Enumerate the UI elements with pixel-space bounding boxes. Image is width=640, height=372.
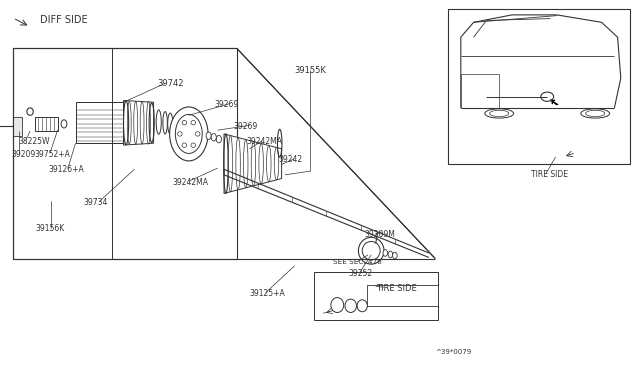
- Ellipse shape: [61, 120, 67, 128]
- Ellipse shape: [259, 144, 264, 184]
- Ellipse shape: [127, 101, 131, 144]
- Ellipse shape: [140, 101, 144, 144]
- Text: 39242MA: 39242MA: [246, 137, 282, 146]
- Polygon shape: [461, 15, 621, 108]
- Ellipse shape: [182, 121, 187, 125]
- Bar: [448, 9, 630, 164]
- Text: TIRE SIDE: TIRE SIDE: [531, 170, 568, 179]
- Text: 39125+A: 39125+A: [250, 289, 285, 298]
- Text: 39126+A: 39126+A: [48, 165, 84, 174]
- Ellipse shape: [236, 138, 241, 190]
- Text: TIRE SIDE: TIRE SIDE: [376, 284, 417, 293]
- Ellipse shape: [490, 110, 509, 117]
- Ellipse shape: [331, 298, 344, 312]
- Text: SEE SEC. 476: SEE SEC. 476: [333, 259, 381, 265]
- Ellipse shape: [243, 140, 248, 188]
- Text: 39155K: 39155K: [294, 66, 326, 75]
- Text: 38225W: 38225W: [18, 137, 49, 146]
- Ellipse shape: [206, 132, 211, 140]
- Ellipse shape: [175, 114, 202, 153]
- Text: 39269: 39269: [234, 122, 258, 131]
- Ellipse shape: [170, 107, 208, 161]
- Bar: [35, 117, 58, 131]
- Ellipse shape: [275, 147, 279, 180]
- Bar: [367, 285, 438, 306]
- Ellipse shape: [168, 113, 173, 134]
- Ellipse shape: [586, 110, 605, 117]
- Ellipse shape: [581, 109, 610, 118]
- Ellipse shape: [388, 251, 393, 258]
- Ellipse shape: [134, 101, 138, 144]
- Text: ^39*0079: ^39*0079: [435, 349, 472, 355]
- Ellipse shape: [27, 108, 33, 115]
- Text: 39209: 39209: [12, 150, 36, 159]
- Text: 39242: 39242: [278, 155, 303, 164]
- Text: 39752+A: 39752+A: [34, 150, 70, 159]
- Ellipse shape: [541, 92, 554, 101]
- Text: 39742: 39742: [157, 79, 183, 88]
- Ellipse shape: [267, 145, 271, 182]
- Text: 39269: 39269: [214, 100, 239, 109]
- Ellipse shape: [182, 143, 187, 147]
- Ellipse shape: [251, 141, 256, 186]
- Ellipse shape: [358, 237, 384, 264]
- Bar: [461, 74, 499, 108]
- Ellipse shape: [485, 109, 514, 118]
- Ellipse shape: [156, 110, 161, 134]
- Text: 39156K: 39156K: [35, 224, 65, 233]
- Text: 39209M: 39209M: [365, 230, 396, 239]
- Ellipse shape: [191, 143, 196, 147]
- Ellipse shape: [196, 132, 200, 136]
- Ellipse shape: [383, 250, 388, 256]
- Bar: [314, 272, 438, 320]
- Text: 39242MA: 39242MA: [173, 178, 209, 187]
- Ellipse shape: [228, 135, 233, 192]
- Ellipse shape: [177, 132, 182, 136]
- Text: 39734: 39734: [83, 198, 108, 207]
- Ellipse shape: [211, 134, 216, 141]
- Text: 39252: 39252: [349, 269, 373, 278]
- Ellipse shape: [357, 300, 367, 312]
- Ellipse shape: [393, 252, 397, 259]
- Ellipse shape: [163, 112, 168, 134]
- Ellipse shape: [191, 121, 196, 125]
- Ellipse shape: [362, 241, 380, 260]
- Polygon shape: [13, 48, 237, 259]
- Polygon shape: [124, 100, 154, 145]
- Ellipse shape: [216, 135, 221, 143]
- Polygon shape: [224, 134, 282, 193]
- Bar: [76, 102, 124, 143]
- Text: DIFF SIDE: DIFF SIDE: [40, 16, 88, 25]
- Ellipse shape: [147, 101, 150, 144]
- Bar: [13, 117, 22, 136]
- Ellipse shape: [345, 299, 356, 312]
